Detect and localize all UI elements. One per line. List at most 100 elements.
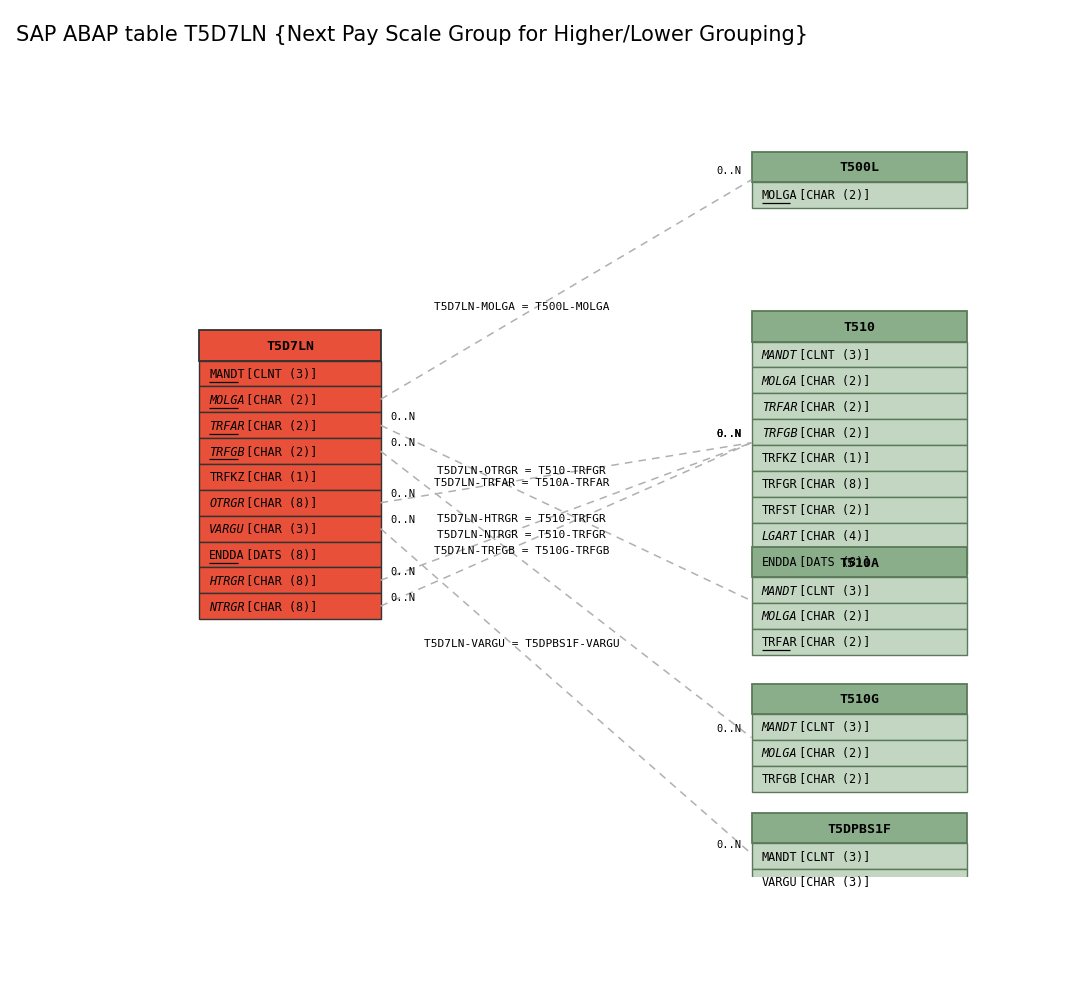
- FancyBboxPatch shape: [199, 413, 381, 439]
- Text: [CLNT (3)]: [CLNT (3)]: [792, 850, 870, 863]
- FancyBboxPatch shape: [752, 182, 966, 209]
- Text: [CHAR (2)]: [CHAR (2)]: [792, 189, 870, 202]
- Text: T5D7LN-NTRGR = T510-TRFGR: T5D7LN-NTRGR = T510-TRFGR: [437, 529, 606, 540]
- FancyBboxPatch shape: [752, 497, 966, 523]
- Text: [CLNT (3)]: [CLNT (3)]: [239, 368, 318, 381]
- FancyBboxPatch shape: [199, 594, 381, 619]
- FancyBboxPatch shape: [199, 568, 381, 594]
- FancyBboxPatch shape: [199, 490, 381, 516]
- Text: [CHAR (2)]: [CHAR (2)]: [792, 426, 870, 439]
- FancyBboxPatch shape: [752, 312, 966, 342]
- Text: TRFST: TRFST: [762, 504, 798, 517]
- Text: SAP ABAP table T5D7LN {Next Pay Scale Group for Higher/Lower Grouping}: SAP ABAP table T5D7LN {Next Pay Scale Gr…: [16, 25, 808, 44]
- Text: 0..N: 0..N: [716, 429, 741, 439]
- Text: [CHAR (2)]: [CHAR (2)]: [792, 636, 870, 649]
- Text: 0..N: 0..N: [391, 592, 416, 601]
- Text: T510G: T510G: [839, 692, 879, 706]
- FancyBboxPatch shape: [752, 342, 966, 368]
- Text: MOLGA: MOLGA: [209, 393, 245, 406]
- FancyBboxPatch shape: [752, 684, 966, 714]
- FancyBboxPatch shape: [752, 523, 966, 549]
- Text: MANDT: MANDT: [762, 850, 798, 863]
- Text: 0..N: 0..N: [716, 724, 741, 734]
- FancyBboxPatch shape: [752, 394, 966, 420]
- Text: T510A: T510A: [839, 556, 879, 569]
- Text: [CHAR (1)]: [CHAR (1)]: [239, 471, 318, 484]
- FancyBboxPatch shape: [752, 578, 966, 603]
- Text: [CHAR (3)]: [CHAR (3)]: [239, 523, 318, 535]
- Text: [CLNT (3)]: [CLNT (3)]: [792, 721, 870, 734]
- Text: [CHAR (8)]: [CHAR (8)]: [239, 497, 318, 510]
- Text: TRFKZ: TRFKZ: [209, 471, 245, 484]
- Text: 0..N: 0..N: [716, 429, 741, 439]
- Text: [CHAR (2)]: [CHAR (2)]: [792, 375, 870, 387]
- FancyBboxPatch shape: [199, 516, 381, 542]
- Text: TRFAR: TRFAR: [762, 400, 798, 413]
- Text: T510: T510: [843, 320, 875, 333]
- Text: MANDT: MANDT: [762, 349, 798, 362]
- Text: 0..N: 0..N: [716, 429, 741, 439]
- FancyBboxPatch shape: [752, 603, 966, 629]
- Text: TRFGR: TRFGR: [762, 478, 798, 491]
- Text: TRFKZ: TRFKZ: [762, 452, 798, 465]
- Text: 0..N: 0..N: [391, 515, 416, 525]
- Text: TRFAR: TRFAR: [762, 636, 798, 649]
- Text: ENDDA: ENDDA: [209, 548, 245, 561]
- Text: T5D7LN-HTRGR = T510-TRFGR: T5D7LN-HTRGR = T510-TRFGR: [437, 514, 606, 524]
- Text: VARGU: VARGU: [762, 876, 798, 888]
- Text: [CHAR (4)]: [CHAR (4)]: [792, 529, 870, 542]
- Text: [DATS (8)]: [DATS (8)]: [792, 555, 870, 568]
- Text: TRFGB: TRFGB: [762, 426, 798, 439]
- Text: [CLNT (3)]: [CLNT (3)]: [792, 349, 870, 362]
- Text: 0..N: 0..N: [391, 437, 416, 447]
- FancyBboxPatch shape: [752, 446, 966, 471]
- Text: TRFAR: TRFAR: [209, 419, 245, 432]
- Text: LGART: LGART: [762, 529, 798, 542]
- FancyBboxPatch shape: [752, 629, 966, 655]
- Text: NTRGR: NTRGR: [209, 600, 245, 613]
- Text: 0..N: 0..N: [391, 489, 416, 499]
- FancyBboxPatch shape: [752, 843, 966, 870]
- Text: T5D7LN: T5D7LN: [265, 339, 313, 353]
- Text: T5D7LN-VARGU = T5DPBS1F-VARGU: T5D7LN-VARGU = T5DPBS1F-VARGU: [423, 638, 619, 648]
- FancyBboxPatch shape: [752, 547, 966, 578]
- Text: OTRGR: OTRGR: [209, 497, 245, 510]
- Text: [DATS (8)]: [DATS (8)]: [239, 548, 318, 561]
- Text: [CLNT (3)]: [CLNT (3)]: [792, 584, 870, 598]
- Text: MOLGA: MOLGA: [762, 189, 798, 202]
- FancyBboxPatch shape: [199, 439, 381, 464]
- Text: [CHAR (2)]: [CHAR (2)]: [239, 419, 318, 432]
- Text: 0..N: 0..N: [391, 566, 416, 576]
- Text: HTRGR: HTRGR: [209, 574, 245, 588]
- Text: [CHAR (3)]: [CHAR (3)]: [792, 876, 870, 888]
- FancyBboxPatch shape: [199, 361, 381, 387]
- Text: [CHAR (2)]: [CHAR (2)]: [239, 445, 318, 458]
- Text: MANDT: MANDT: [209, 368, 245, 381]
- Text: T5D7LN-TRFGB = T510G-TRFGB: T5D7LN-TRFGB = T510G-TRFGB: [434, 546, 609, 556]
- Text: [CHAR (8)]: [CHAR (8)]: [792, 478, 870, 491]
- FancyBboxPatch shape: [199, 387, 381, 413]
- Text: [CHAR (2)]: [CHAR (2)]: [792, 504, 870, 517]
- Text: 0..N: 0..N: [716, 839, 741, 850]
- FancyBboxPatch shape: [199, 464, 381, 490]
- Text: [CHAR (1)]: [CHAR (1)]: [792, 452, 870, 465]
- FancyBboxPatch shape: [752, 870, 966, 895]
- FancyBboxPatch shape: [752, 740, 966, 766]
- FancyBboxPatch shape: [752, 813, 966, 843]
- Text: [CHAR (8)]: [CHAR (8)]: [239, 600, 318, 613]
- Text: TRFGB: TRFGB: [762, 772, 798, 785]
- Text: MANDT: MANDT: [762, 584, 798, 598]
- Text: T500L: T500L: [839, 161, 879, 175]
- Text: ENDDA: ENDDA: [762, 555, 798, 568]
- Text: [CHAR (2)]: [CHAR (2)]: [792, 746, 870, 759]
- Text: MOLGA: MOLGA: [762, 375, 798, 387]
- FancyBboxPatch shape: [752, 471, 966, 497]
- Text: T5D7LN-MOLGA = T500L-MOLGA: T5D7LN-MOLGA = T500L-MOLGA: [434, 302, 609, 312]
- Text: [CHAR (8)]: [CHAR (8)]: [239, 574, 318, 588]
- Text: MOLGA: MOLGA: [762, 610, 798, 623]
- Text: [CHAR (2)]: [CHAR (2)]: [792, 610, 870, 623]
- Text: VARGU: VARGU: [209, 523, 245, 535]
- Text: 0..N: 0..N: [716, 166, 741, 176]
- FancyBboxPatch shape: [752, 549, 966, 575]
- Text: 0..N: 0..N: [391, 411, 416, 421]
